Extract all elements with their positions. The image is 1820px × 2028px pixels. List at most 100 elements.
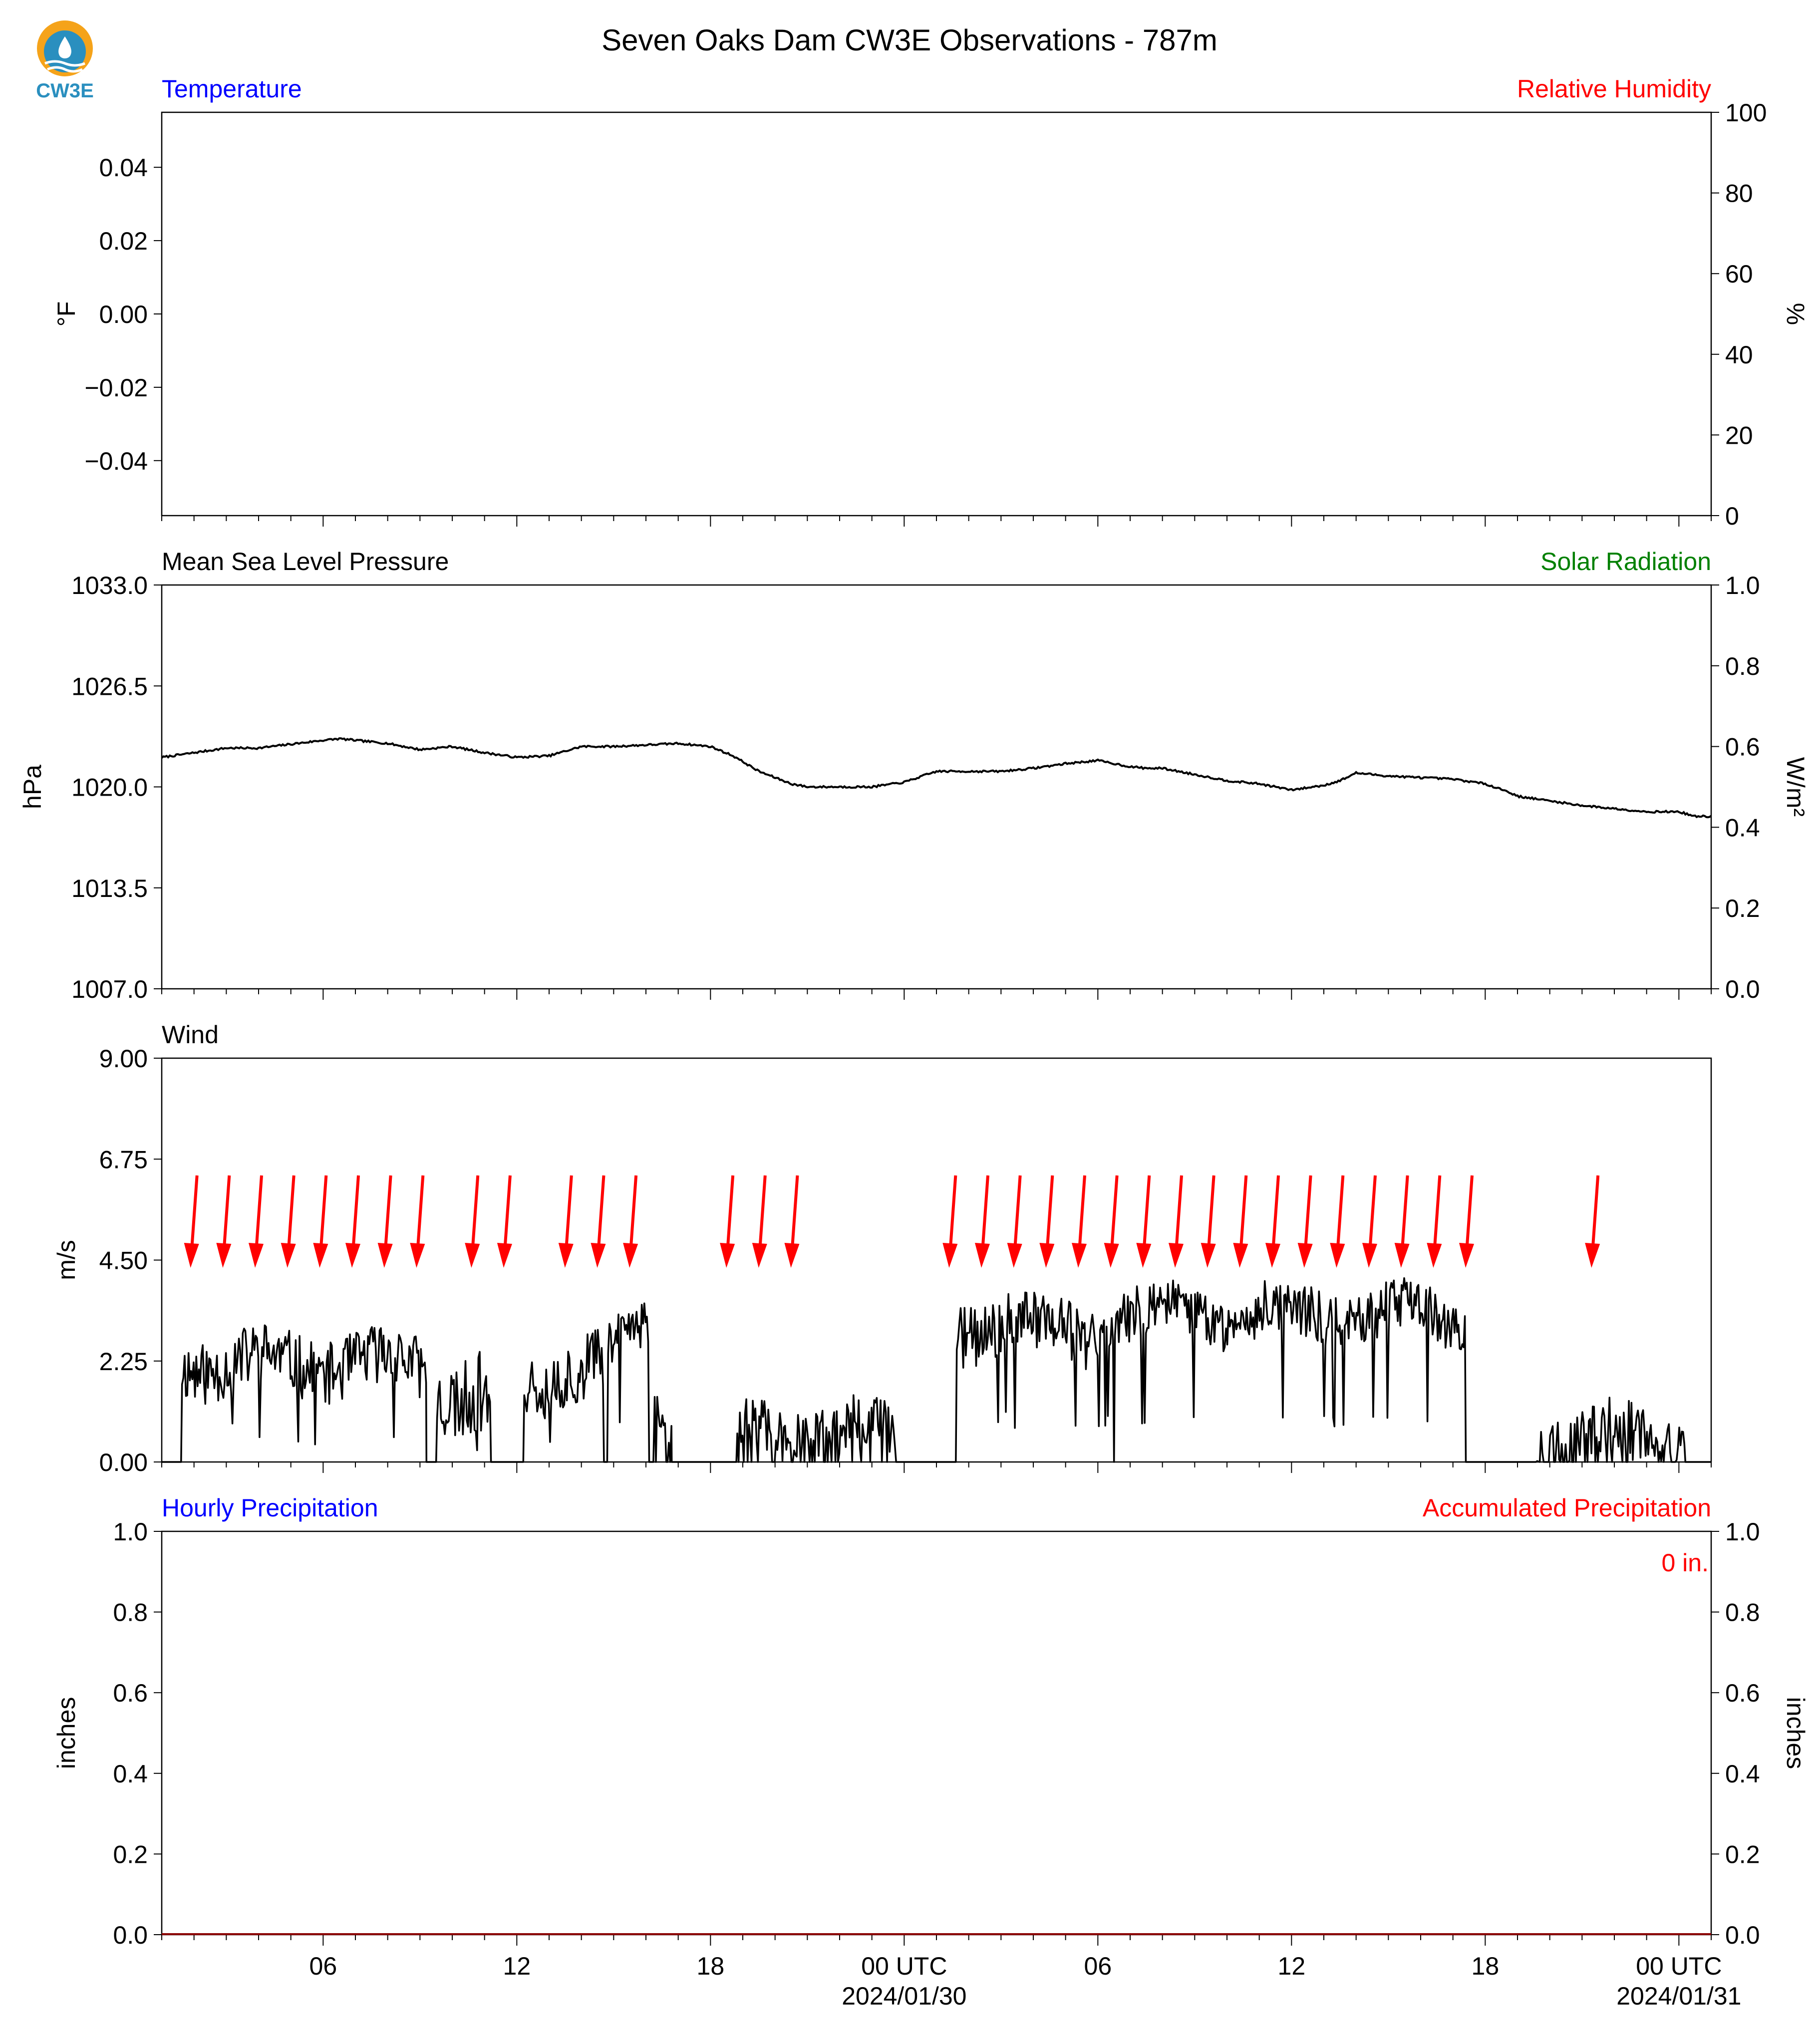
x-tick-date-label: 2024/01/30 [842,1982,966,2010]
pressure-line [161,737,1712,819]
arrow-shaft [1591,1175,1600,1246]
wind-direction-arrow [1585,1175,1600,1268]
wind-direction-arrow [1007,1175,1022,1268]
logo-wave-1 [44,60,85,67]
panel-wind: 9.00 6.75 4.50 2.25 0.00 Wind m/s [52,1021,1712,1476]
arrow-shaft [1013,1175,1022,1246]
y-right-tick-label: 0.6 [1725,733,1760,761]
arrow-shaft [597,1175,606,1246]
arrow-shaft [352,1175,360,1246]
arrow-shaft [1272,1175,1280,1246]
y-left-tick-label: 1007.0 [71,975,148,1003]
y-left-axis-label: °F [52,301,80,327]
y-left-tick-label: 1013.5 [71,874,148,902]
arrow-head [720,1243,735,1268]
plot-frame [161,1530,1712,1936]
y-left-tick-label: 9.00 [99,1045,148,1073]
arrow-shaft [758,1175,767,1246]
y-right-tick-label: 1.0 [1725,572,1760,599]
accumulated-precip-label: 0 in. [1661,1549,1709,1577]
wind-direction-arrow [1233,1175,1248,1268]
arrow-shaft [981,1175,989,1246]
arrow-shaft [1369,1175,1377,1246]
y-left-tick-label: 0.4 [113,1760,148,1788]
wind-direction-arrow [313,1175,328,1268]
wind-direction-arrow [1104,1175,1119,1268]
y-left-tick-label: 0.2 [113,1840,148,1868]
arrow-head [281,1243,296,1268]
arrow-shaft [223,1175,231,1246]
arrow-shaft [726,1175,735,1246]
arrow-head [1394,1243,1410,1268]
logo-wave-2 [46,66,83,73]
wind-direction-arrow [410,1175,425,1268]
y-left-tick-label: 2.25 [99,1348,148,1376]
y-left-tick-label: 1.0 [113,1518,148,1546]
y-left-tick-label: 0.6 [113,1679,148,1707]
y-left-tick-label: 0.0 [113,1921,148,1949]
arrow-shaft [287,1175,296,1246]
arrow-shaft [949,1175,957,1246]
y-right-axis-label: % [1782,303,1810,325]
x-tick-label: 00 UTC [861,1952,947,1980]
arrow-shaft [565,1175,573,1246]
logo-text: CW3E [36,80,94,102]
arrow-shaft [791,1175,799,1246]
arrow-head [1459,1243,1474,1268]
wind-direction-arrow [465,1175,480,1268]
arrow-shaft [1110,1175,1119,1246]
y-right-axis-label: W/m² [1782,757,1810,817]
y-left-tick-label: −0.02 [84,374,148,402]
logo-drop-icon [58,36,71,58]
panel-right-title: Accumulated Precipitation [1423,1494,1711,1522]
wind-direction-arrow [1039,1175,1055,1268]
y-left-tick-label: −0.04 [84,447,148,475]
wind-direction-arrow [558,1175,574,1268]
y-right-tick-label: 0.4 [1725,1760,1760,1788]
arrow-shaft [1046,1175,1054,1246]
wind-direction-arrow [216,1175,232,1268]
y-right-axis-label: inches [1782,1697,1810,1769]
wind-direction-arrow [784,1175,800,1268]
y-right-tick-label: 0.8 [1725,1599,1760,1627]
y-left-tick-label: 1020.0 [71,774,148,802]
wind-direction-arrow [752,1175,767,1268]
arrow-head [410,1243,425,1268]
plot-frame [161,584,1712,990]
y-left-tick-label: 0.02 [99,227,148,255]
wind-direction-arrow [377,1175,393,1268]
wind-direction-arrow [184,1175,199,1268]
arrow-head [377,1243,393,1268]
wind-direction-arrow [1201,1175,1216,1268]
arrow-head [1330,1243,1345,1268]
arrow-head [1039,1243,1055,1268]
arrow-head [1072,1243,1087,1268]
arrow-shaft [1175,1175,1183,1246]
y-right-tick-label: 0.2 [1725,894,1760,922]
y-left-tick-label: 0.00 [99,300,148,328]
arrow-shaft [190,1175,199,1246]
y-left-tick-label: 0.04 [99,154,148,182]
arrow-shaft [1466,1175,1474,1246]
x-tick-label: 18 [1472,1952,1500,1980]
wind-direction-arrow [1169,1175,1184,1268]
y-left-tick-label: 0.8 [113,1599,148,1627]
arrow-head [591,1243,606,1268]
x-tick-date-label: 2024/01/31 [1616,1982,1741,2010]
x-tick-label: 12 [503,1952,531,1980]
arrow-head [1297,1243,1313,1268]
arrow-head [1169,1243,1184,1268]
y-left-tick-label: 1033.0 [71,572,148,599]
arrow-shaft [1336,1175,1345,1246]
wind-direction-arrow [975,1175,990,1268]
wind-direction-arrow [1265,1175,1280,1268]
y-left-tick-label: 0.00 [99,1449,148,1476]
wind-direction-arrow [1427,1175,1442,1268]
x-tick-label: 00 UTC [1636,1952,1722,1980]
panel-right-title: Relative Humidity [1517,75,1711,103]
x-tick-label: 06 [309,1952,337,1980]
y-right-tick-label: 0.8 [1725,652,1760,680]
wind-speed-line [162,1277,1711,1463]
panel-temperature: 0.04 0.02 0.00 −0.02 −0.04 100 80 60 40 20 0 Temper… [52,75,1810,530]
